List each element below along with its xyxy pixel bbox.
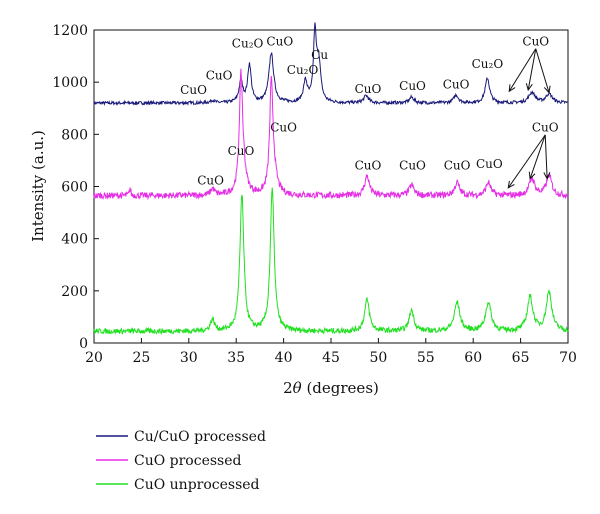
annotation-arrow — [508, 48, 537, 92]
annotation-label-cu-cuo: Cu₂O — [287, 63, 319, 77]
x-tick-label: 65 — [512, 350, 530, 366]
y-tick-label: 0 — [79, 336, 88, 352]
annotation-label-cuo-processed: CuO — [399, 159, 426, 173]
x-tick-label: 60 — [464, 350, 482, 366]
annotation-label-cuo-processed: CuO — [444, 159, 471, 173]
annotation-arrow — [529, 134, 546, 179]
annotation-label-cuo-processed: CuO — [355, 159, 382, 173]
annotation-label-cu-cuo: Cu₂O — [232, 37, 264, 51]
annotation-arrowhead — [543, 172, 551, 180]
x-axis-title-suffix: (degrees) — [302, 379, 379, 397]
x-tick-label: 30 — [180, 350, 198, 366]
plot-frame — [93, 29, 569, 344]
x-tick-label: 35 — [227, 350, 245, 366]
annotation-label-cu-cuo: CuO — [355, 82, 382, 96]
annotation-label-cu-cuo: CuO — [522, 35, 549, 49]
x-tick-label: 50 — [369, 350, 387, 366]
x-tick-label: 55 — [417, 350, 435, 366]
annotation-arrow — [535, 48, 550, 93]
y-tick-label: 1200 — [52, 23, 88, 39]
annotation-label-cuo-processed: CuO — [270, 121, 297, 135]
x-axis-title: 2θ (degrees) — [283, 379, 379, 397]
annotation-arrowhead — [525, 83, 533, 92]
x-axis-title-theta: θ — [293, 379, 302, 397]
annotation-label-cuo-processed: CuO — [532, 121, 559, 135]
annotation-label-cu-cuo: CuO — [206, 69, 233, 83]
x-tick-label: 45 — [322, 350, 340, 366]
annotation-label-cu-cuo: CuO — [180, 83, 207, 97]
annotation-label-cu-cuo: Cu — [311, 48, 328, 62]
series-line-2 — [93, 187, 569, 336]
x-axis-title-prefix: 2 — [283, 379, 293, 397]
x-axis-ticks: 20 25 30 35 40 45 50 55 60 65 70 — [85, 338, 577, 366]
annotation-label-cuo-processed: CuO — [476, 157, 503, 171]
y-tick-label: 800 — [61, 127, 88, 143]
legend-label-cuo-unprocessed: CuO unprocessed — [134, 477, 260, 493]
annotation-label-cu-cuo: CuO — [443, 77, 470, 91]
annotation-arrow — [507, 134, 546, 189]
legend-label-cu-cuo-processed: Cu/CuO processed — [134, 429, 266, 445]
annotation-arrow — [527, 48, 537, 91]
annotation-arrowhead — [543, 85, 551, 94]
y-axis-ticks: 0 200 400 600 800 1000 1200 — [52, 23, 99, 352]
annotation-label-cuo-processed: CuO — [228, 144, 255, 158]
y-tick-label: 400 — [61, 232, 88, 248]
annotation-arrow — [544, 134, 548, 179]
annotation-label-cu-cuo: CuO — [399, 79, 426, 93]
x-tick-label: 40 — [275, 350, 293, 366]
series-line-1 — [93, 68, 569, 201]
y-tick-label: 200 — [61, 284, 88, 300]
series-line-0 — [93, 22, 569, 107]
annotation-label-cu-cuo: Cu₂O — [472, 57, 504, 71]
annotation-label-cu-cuo: CuO — [266, 35, 293, 49]
series-layer — [93, 22, 569, 336]
annotation-arrowhead — [508, 84, 516, 93]
y-tick-label: 1000 — [52, 75, 88, 91]
legend-label-cuo-processed: CuO processed — [134, 453, 242, 469]
legend: Cu/CuO processed CuO processed CuO unpro… — [96, 429, 266, 493]
x-tick-label: 25 — [132, 350, 150, 366]
x-tick-label: 70 — [559, 350, 577, 366]
annotation-arrowhead — [528, 171, 536, 180]
y-tick-label: 600 — [61, 180, 88, 196]
annotation-label-cuo-processed: CuO — [197, 174, 224, 188]
x-tick-label: 20 — [85, 350, 103, 366]
annotation-arrowhead — [507, 180, 515, 189]
y-axis-title: Intensity (a.u.) — [29, 130, 47, 242]
